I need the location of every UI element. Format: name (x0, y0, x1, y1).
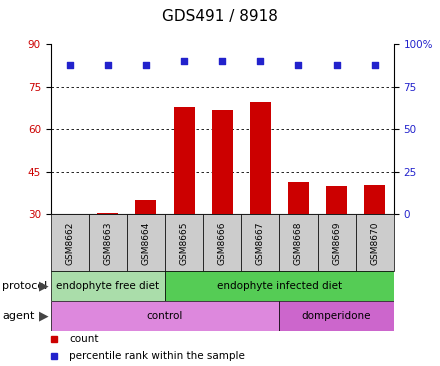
Text: GSM8666: GSM8666 (218, 221, 227, 265)
Text: GSM8665: GSM8665 (180, 221, 189, 265)
Text: control: control (147, 311, 183, 321)
Text: GDS491 / 8918: GDS491 / 8918 (162, 9, 278, 24)
Point (371, 62, 378, 68)
Text: GSM8664: GSM8664 (141, 221, 150, 265)
Bar (364, 185, 385, 214)
Point (295, 62, 302, 68)
Bar (318, 214, 356, 271)
Bar (165, 271, 394, 301)
Bar (174, 107, 194, 214)
Bar (356, 214, 394, 271)
Text: GSM8662: GSM8662 (65, 221, 74, 265)
Text: ▶: ▶ (39, 310, 49, 323)
Text: GSM8670: GSM8670 (370, 221, 379, 265)
Bar (165, 214, 203, 271)
Bar (203, 214, 241, 271)
Bar (127, 214, 165, 271)
Text: agent: agent (2, 311, 35, 321)
Bar (97, 213, 118, 214)
Bar (136, 200, 157, 214)
Text: ▶: ▶ (39, 280, 49, 293)
Bar (279, 301, 394, 331)
Bar (326, 186, 347, 214)
Bar (212, 109, 233, 214)
Bar (51, 214, 89, 271)
Bar (51, 301, 279, 331)
Text: protocol: protocol (2, 281, 48, 291)
Bar (279, 214, 318, 271)
Bar (51, 271, 165, 301)
Point (104, 62, 111, 68)
Text: count: count (70, 335, 99, 344)
Text: GSM8667: GSM8667 (256, 221, 265, 265)
Point (219, 58, 226, 64)
Point (66, 62, 73, 68)
Point (180, 58, 187, 64)
Text: domperidone: domperidone (302, 311, 371, 321)
Text: percentile rank within the sample: percentile rank within the sample (70, 351, 246, 361)
Text: GSM8668: GSM8668 (294, 221, 303, 265)
Bar (250, 102, 271, 214)
Point (143, 62, 150, 68)
Text: GSM8663: GSM8663 (103, 221, 112, 265)
Point (333, 62, 340, 68)
Text: endophyte infected diet: endophyte infected diet (217, 281, 342, 291)
Point (257, 58, 264, 64)
Bar (89, 214, 127, 271)
Text: endophyte free diet: endophyte free diet (56, 281, 159, 291)
Bar (241, 214, 279, 271)
Text: GSM8669: GSM8669 (332, 221, 341, 265)
Bar (288, 182, 309, 214)
